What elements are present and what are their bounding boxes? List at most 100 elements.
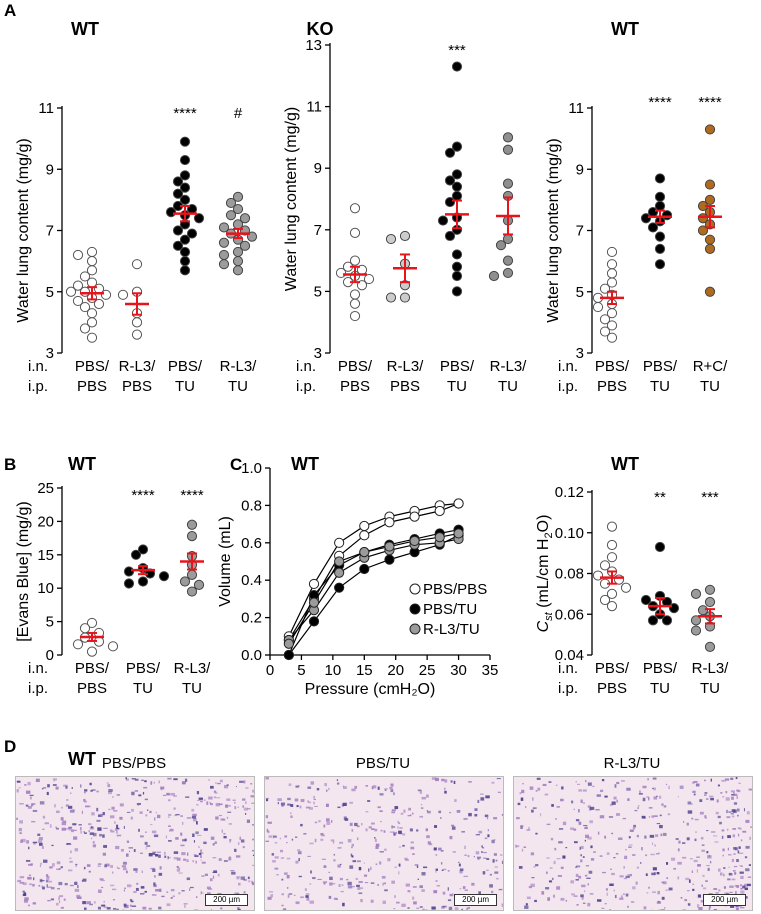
data-point [218,222,230,233]
tissue-cell [416,829,419,832]
tissue-cell [215,782,217,785]
tissue-cell [69,860,73,863]
tissue-cell [40,862,42,865]
tissue-cell [294,798,299,802]
group-1: **PBS/TU [640,489,680,697]
tissue-cell [383,882,386,885]
tissue-cell [232,799,236,802]
tissue-cell [142,892,145,895]
tissue-cell [550,837,554,841]
tissue-cell [142,792,145,795]
y-axis-label-part: O) [535,515,552,533]
data-point [165,207,177,218]
tissue-cell [706,865,710,867]
tissue-cell [423,866,428,869]
tissue-cell [725,797,730,801]
tissue-cell [633,824,636,828]
tissue-cell [464,854,467,856]
tissue-cell [68,827,72,831]
data-point [131,259,143,270]
tissue-cell [148,852,153,857]
tissue-cell [370,866,372,871]
tissue-cell [274,856,279,859]
tissue-cell [177,867,181,869]
tissue-cell [129,898,133,902]
tissue-cell [109,884,115,887]
tissue-cell [60,817,64,821]
tissue-cell [630,873,632,876]
tissue-cell [67,805,73,809]
data-point [283,649,294,661]
tissue-cell [240,876,245,880]
data-point [172,176,184,187]
tissue-cell [501,814,503,816]
data-point [640,213,652,224]
data-point [86,646,98,657]
tissue-cell [23,899,28,903]
row-label-in: i.n. [28,358,48,375]
tissue-cell [45,874,49,877]
tissue-cell [554,847,557,851]
tissue-cell [702,874,705,877]
tissue-cell [733,869,736,872]
tissue-cell [391,826,396,828]
tissue-cell [328,787,330,791]
tissue-cell [745,868,750,872]
tissue-cell [398,863,401,867]
tissue-cell [709,905,711,909]
tissue-cell [546,857,550,859]
tissue-cell [613,889,615,892]
tissue-cell [420,807,424,809]
data-point [704,286,716,297]
tissue-cell [736,789,739,792]
tissue-cell [492,859,495,863]
tissue-cell [193,909,199,910]
tissue-cell [468,781,472,783]
tissue-cell [450,780,453,783]
tissue-cell [477,799,480,804]
x-category-ip: PBS [77,680,107,697]
tissue-cell [627,874,632,877]
tissue-cell [652,777,657,780]
tissue-cell [545,887,550,890]
tissue-cell [696,904,700,908]
tissue-cell [70,792,72,794]
tissue-cell [328,895,332,899]
tissue-cell [102,834,105,838]
tissue-cell [733,865,738,868]
tissue-cell [326,821,331,825]
tissue-cell [294,836,298,838]
data-point [606,521,618,532]
tissue-cell [140,893,145,895]
y-axis-label: Water lung content (mg/g) [545,138,562,322]
tissue-cell [251,802,254,804]
tissue-cell [204,873,209,876]
tissue-cell [284,872,288,875]
tissue-cell [61,806,63,809]
tissue-texture [265,777,503,910]
tissue-cell [112,908,117,910]
tissue-cell [167,777,172,780]
tissue-cell [493,817,498,820]
tissue-cell [250,795,254,798]
tissue-cell [330,839,335,842]
tissue-cell [158,872,163,876]
x-category-ip: PBS [390,378,420,395]
tissue-cell [79,827,82,831]
tissue-cell [556,806,560,808]
tissue-cell [131,778,136,780]
tissue-cell [323,882,326,885]
tissue-cell [295,785,299,788]
tissue-cell [573,828,577,831]
tissue-cell [218,858,222,861]
tissue-cell [274,842,278,844]
tissue-cell [737,789,741,793]
tissue-cell [371,822,375,825]
tissue-cell [580,845,584,849]
tissue-cell [80,784,82,788]
y-axis-label: Volume (mL) [217,516,234,607]
tissue-cell [677,861,682,865]
tissue-cell [518,866,523,869]
tissue-cell [448,906,453,910]
tissue-cell [60,906,64,909]
